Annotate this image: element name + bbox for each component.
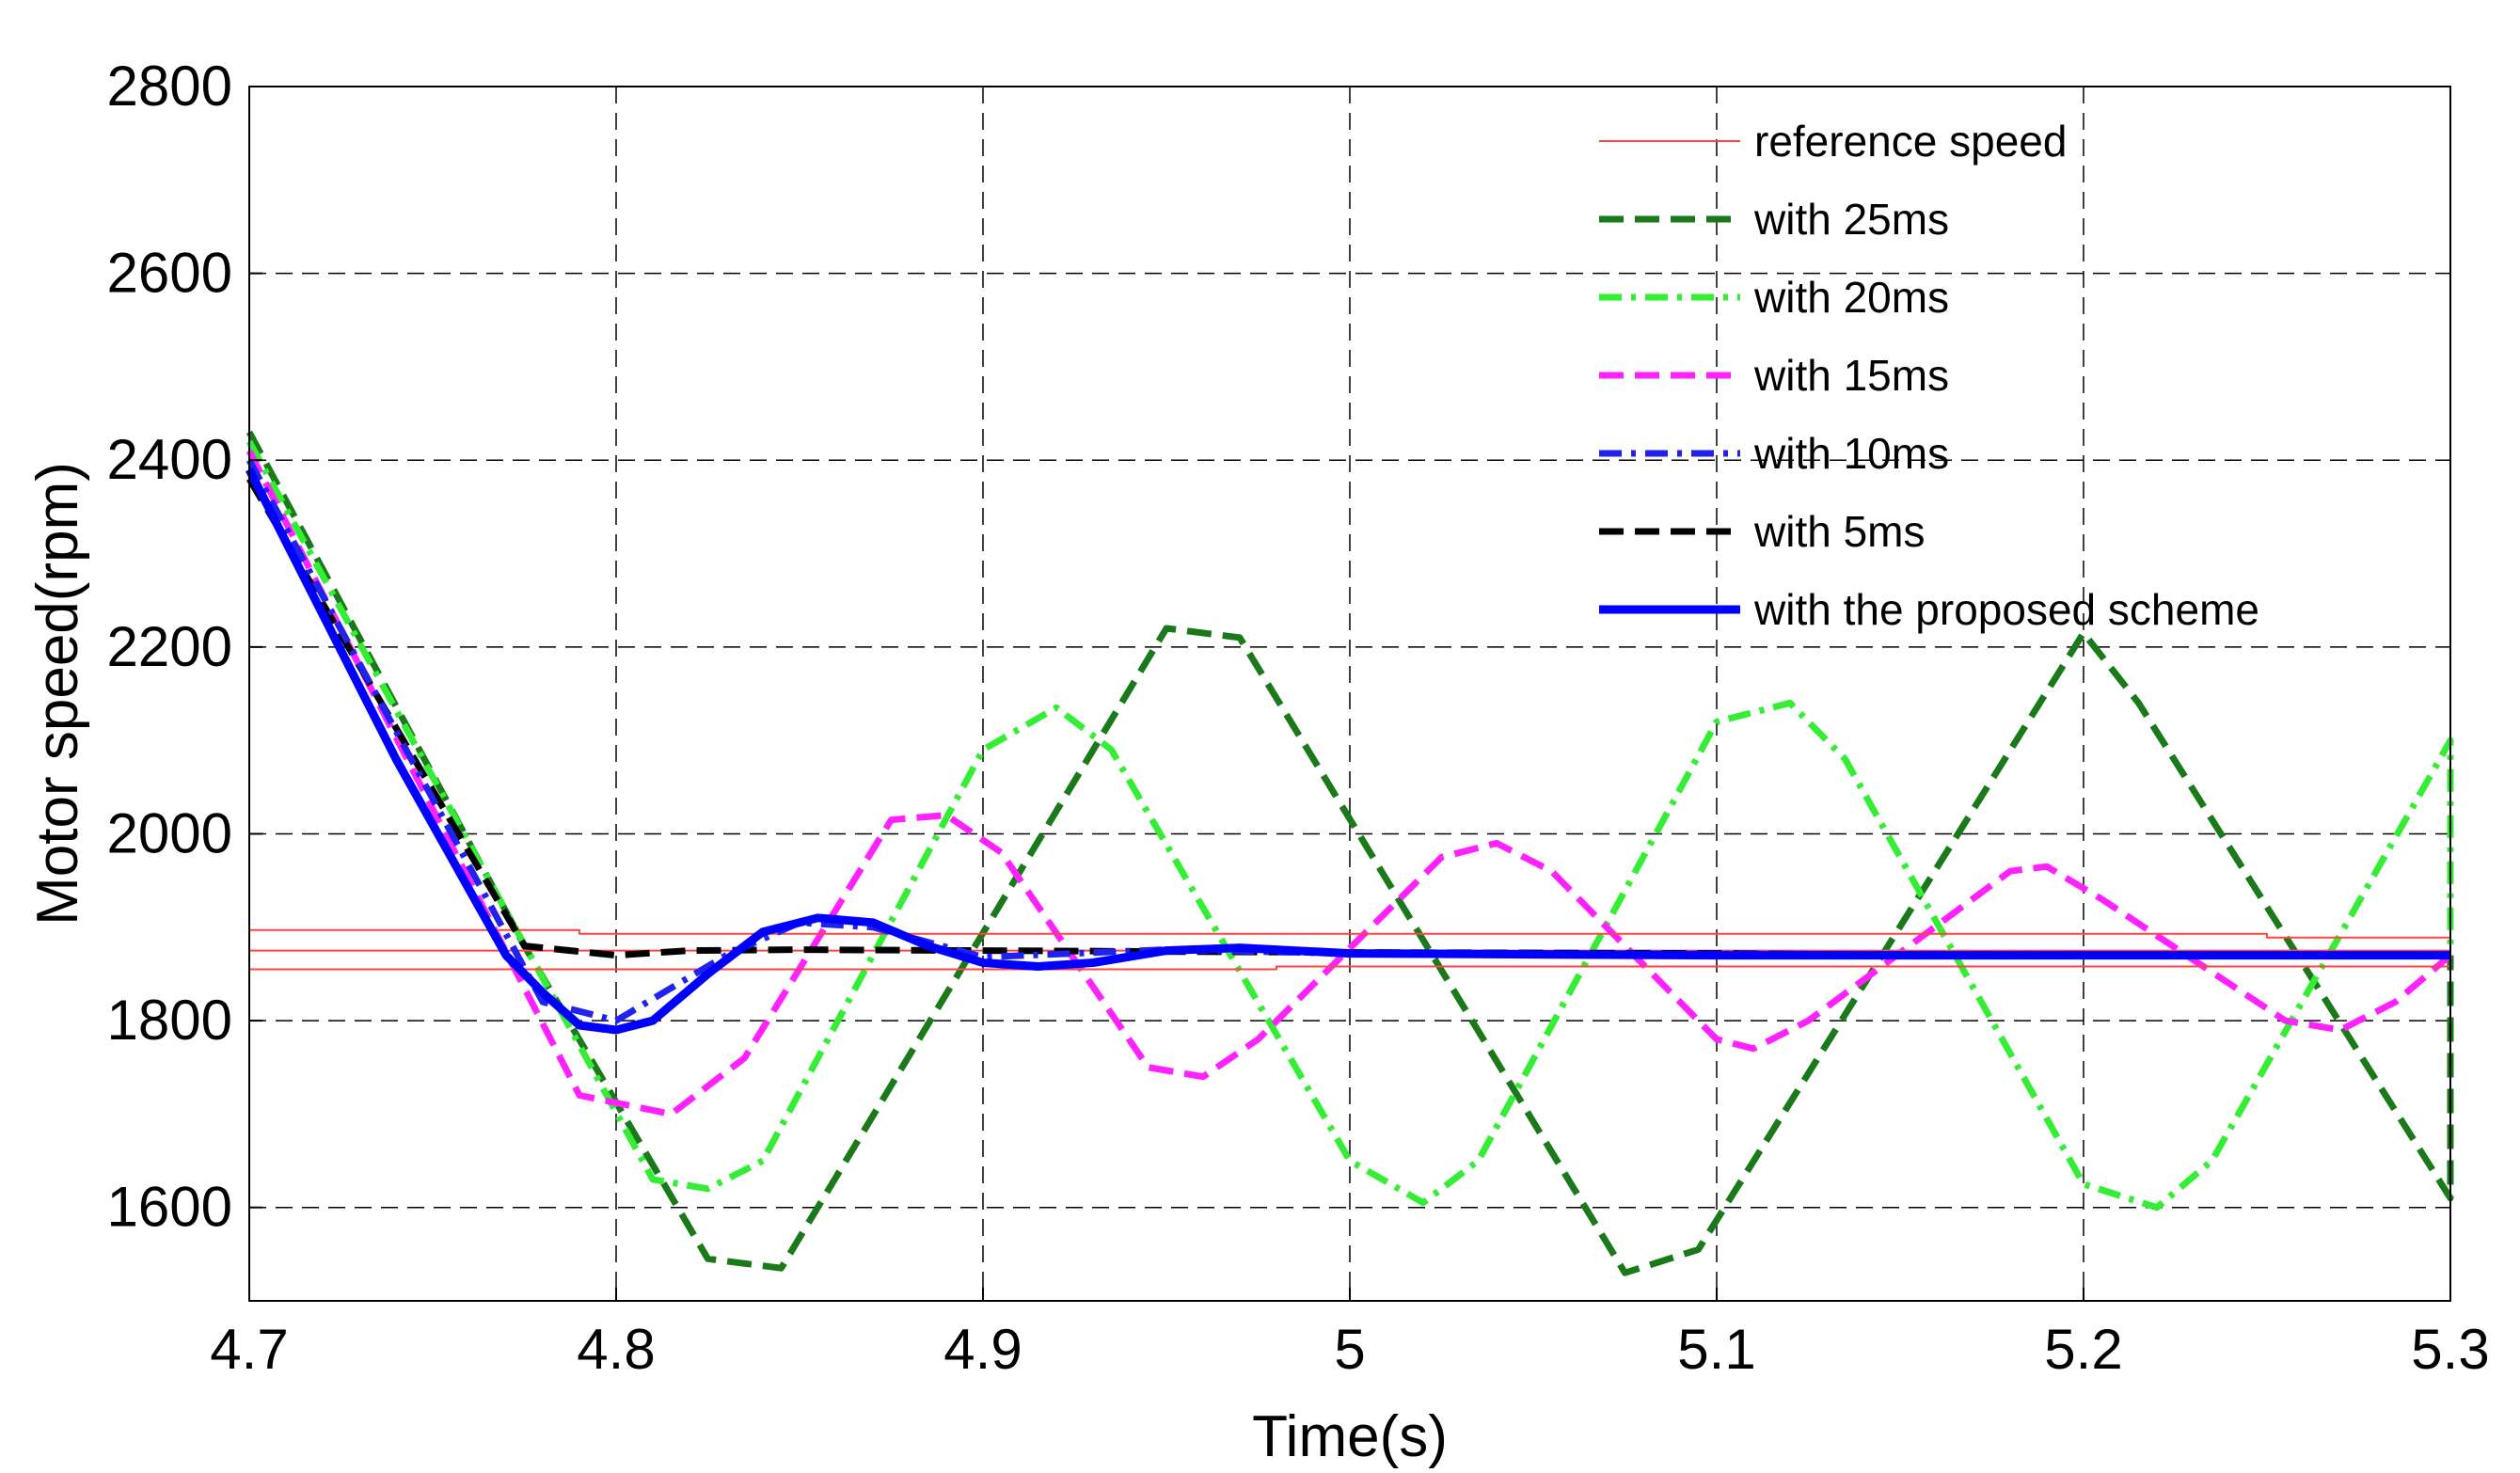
x-tick-label: 5: [1334, 1318, 1365, 1381]
x-tick-label: 4.9: [943, 1318, 1022, 1381]
y-tick-label: 1800: [107, 989, 232, 1052]
y-axis-title: Motor speed(rpm): [25, 462, 90, 926]
legend-label: with 5ms: [1753, 507, 1925, 556]
legend-label: with 25ms: [1753, 195, 1949, 244]
y-tick-label: 1600: [107, 1176, 232, 1239]
x-axis-title: Time(s): [1252, 1404, 1448, 1469]
x-tick-label: 5.3: [2411, 1318, 2489, 1381]
y-tick-label: 2600: [107, 242, 232, 305]
x-tick-label: 5.1: [1677, 1318, 1755, 1381]
legend: reference speed with 25ms with 20ms with 15…: [1599, 117, 2259, 634]
y-tick-label: 2200: [107, 615, 232, 678]
legend-label: with 15ms: [1753, 351, 1949, 400]
series-with-the-proposed-scheme: [245, 467, 2450, 1035]
series-reference-speed-lower: [249, 965, 2450, 971]
series-with-10ms: [246, 458, 2451, 1024]
y-tick-label: 2800: [107, 55, 232, 118]
y-tick-label: 2000: [107, 801, 232, 864]
x-tick-label: 4.8: [577, 1318, 655, 1381]
series-lines: [245, 430, 2454, 1276]
axis-ticks: 4.7 4.8 4.9 5 5.1 5.2 5.3 1600 1800 2000 2200 2400 2…: [107, 55, 2490, 1381]
legend-label: with 10ms: [1753, 429, 1949, 478]
grid: [249, 87, 2450, 1301]
legend-label: with 20ms: [1753, 273, 1949, 322]
series-with-20ms: [246, 439, 2454, 1212]
legend-label: with the proposed scheme: [1753, 585, 2259, 634]
y-tick-label: 2400: [107, 428, 232, 491]
x-tick-label: 5.2: [2044, 1318, 2122, 1381]
x-tick-label: 4.7: [210, 1318, 288, 1381]
series-with-15ms: [246, 449, 2453, 1117]
series-reference-speed: [249, 928, 2450, 939]
legend-label: reference speed: [1754, 117, 2067, 166]
